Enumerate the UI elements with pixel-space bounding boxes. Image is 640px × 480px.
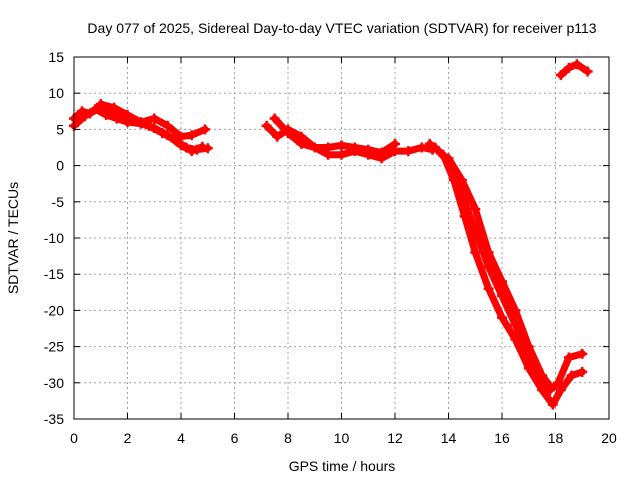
data-point (390, 138, 400, 149)
x-tick-label: 16 (494, 430, 510, 446)
data-point (336, 140, 347, 151)
data-point (162, 130, 173, 141)
data-point (200, 124, 211, 135)
data-point (109, 102, 120, 113)
data-point (186, 146, 197, 157)
data-point (545, 381, 556, 392)
data-point (90, 104, 101, 115)
data-point (555, 385, 566, 396)
y-tick-label: -10 (44, 230, 64, 246)
data-point (363, 144, 374, 155)
y-tick-label: 0 (56, 158, 64, 174)
x-tick-label: 4 (177, 430, 185, 446)
y-tick-label: 5 (56, 121, 64, 137)
data-point (443, 153, 454, 164)
data-point (456, 175, 467, 186)
data-point (563, 62, 574, 73)
data-point (470, 204, 481, 215)
data-point (470, 247, 481, 258)
data-point (510, 305, 521, 316)
data-point (497, 276, 507, 287)
x-tick-label: 18 (548, 430, 564, 446)
y-tick-label: -35 (44, 411, 64, 427)
series-layer (69, 59, 593, 410)
data-point (523, 341, 534, 352)
data-point (283, 128, 293, 139)
data-point (162, 120, 173, 131)
y-tick-label: -5 (52, 194, 65, 210)
data-point (296, 138, 307, 149)
data-point (95, 99, 106, 110)
data-point (135, 117, 146, 128)
data-point (430, 142, 441, 153)
y-tick-label: 15 (48, 49, 64, 65)
data-point (176, 140, 186, 151)
tick-layer: 0 2 4 6 8 10 12 14 16 18 20 -35 -30 -25 -20 -15 -10 -5 0 5 1… (44, 49, 617, 446)
data-point (547, 399, 558, 410)
data-point (563, 352, 574, 363)
data-point (582, 66, 593, 77)
series-track-i (557, 60, 592, 79)
data-point (424, 138, 435, 149)
data-point (566, 370, 577, 381)
data-point (309, 142, 320, 153)
data-point (111, 113, 122, 124)
series-track-g (431, 144, 586, 394)
data-point (483, 283, 494, 294)
x-tick-label: 2 (124, 430, 132, 446)
data-point (376, 147, 387, 158)
data-point (79, 111, 90, 122)
y-tick-label: -25 (44, 339, 64, 355)
data-point (577, 366, 588, 377)
chart-title: Day 077 of 2025, Sidereal Day-to-day VTE… (87, 20, 596, 36)
x-tick-label: 14 (441, 430, 457, 446)
data-point (122, 109, 133, 120)
data-point (553, 377, 564, 388)
x-tick-label: 10 (334, 430, 350, 446)
x-tick-label: 8 (284, 430, 292, 446)
data-point (403, 146, 414, 157)
data-point (101, 109, 112, 120)
data-point (537, 370, 548, 381)
data-point (149, 113, 160, 124)
y-tick-label: -20 (44, 302, 64, 318)
data-point (523, 363, 534, 374)
data-point (186, 130, 197, 141)
x-tick-label: 20 (601, 430, 617, 446)
data-point (197, 141, 208, 152)
data-point (555, 70, 566, 81)
y-tick-label: -15 (44, 266, 64, 282)
data-point (497, 312, 507, 323)
data-point (269, 113, 280, 124)
y-axis-label: SDTVAR / TECUs (5, 182, 21, 294)
y-tick-label: -30 (44, 375, 64, 391)
x-tick-label: 0 (70, 430, 78, 446)
series-track-e (271, 115, 399, 157)
data-point (349, 142, 360, 153)
data-point (272, 131, 283, 142)
data-point (577, 348, 588, 359)
x-axis-label: GPS time / hours (289, 458, 396, 474)
data-point (149, 122, 160, 133)
y-tick-label: 10 (48, 85, 64, 101)
x-tick-label: 6 (231, 430, 239, 446)
data-point (416, 142, 427, 153)
data-point (571, 59, 582, 70)
data-point (336, 149, 347, 160)
data-point (483, 247, 494, 258)
data-point (261, 120, 272, 131)
data-point (176, 131, 186, 142)
data-point (323, 142, 334, 153)
x-tick-label: 12 (387, 430, 403, 446)
